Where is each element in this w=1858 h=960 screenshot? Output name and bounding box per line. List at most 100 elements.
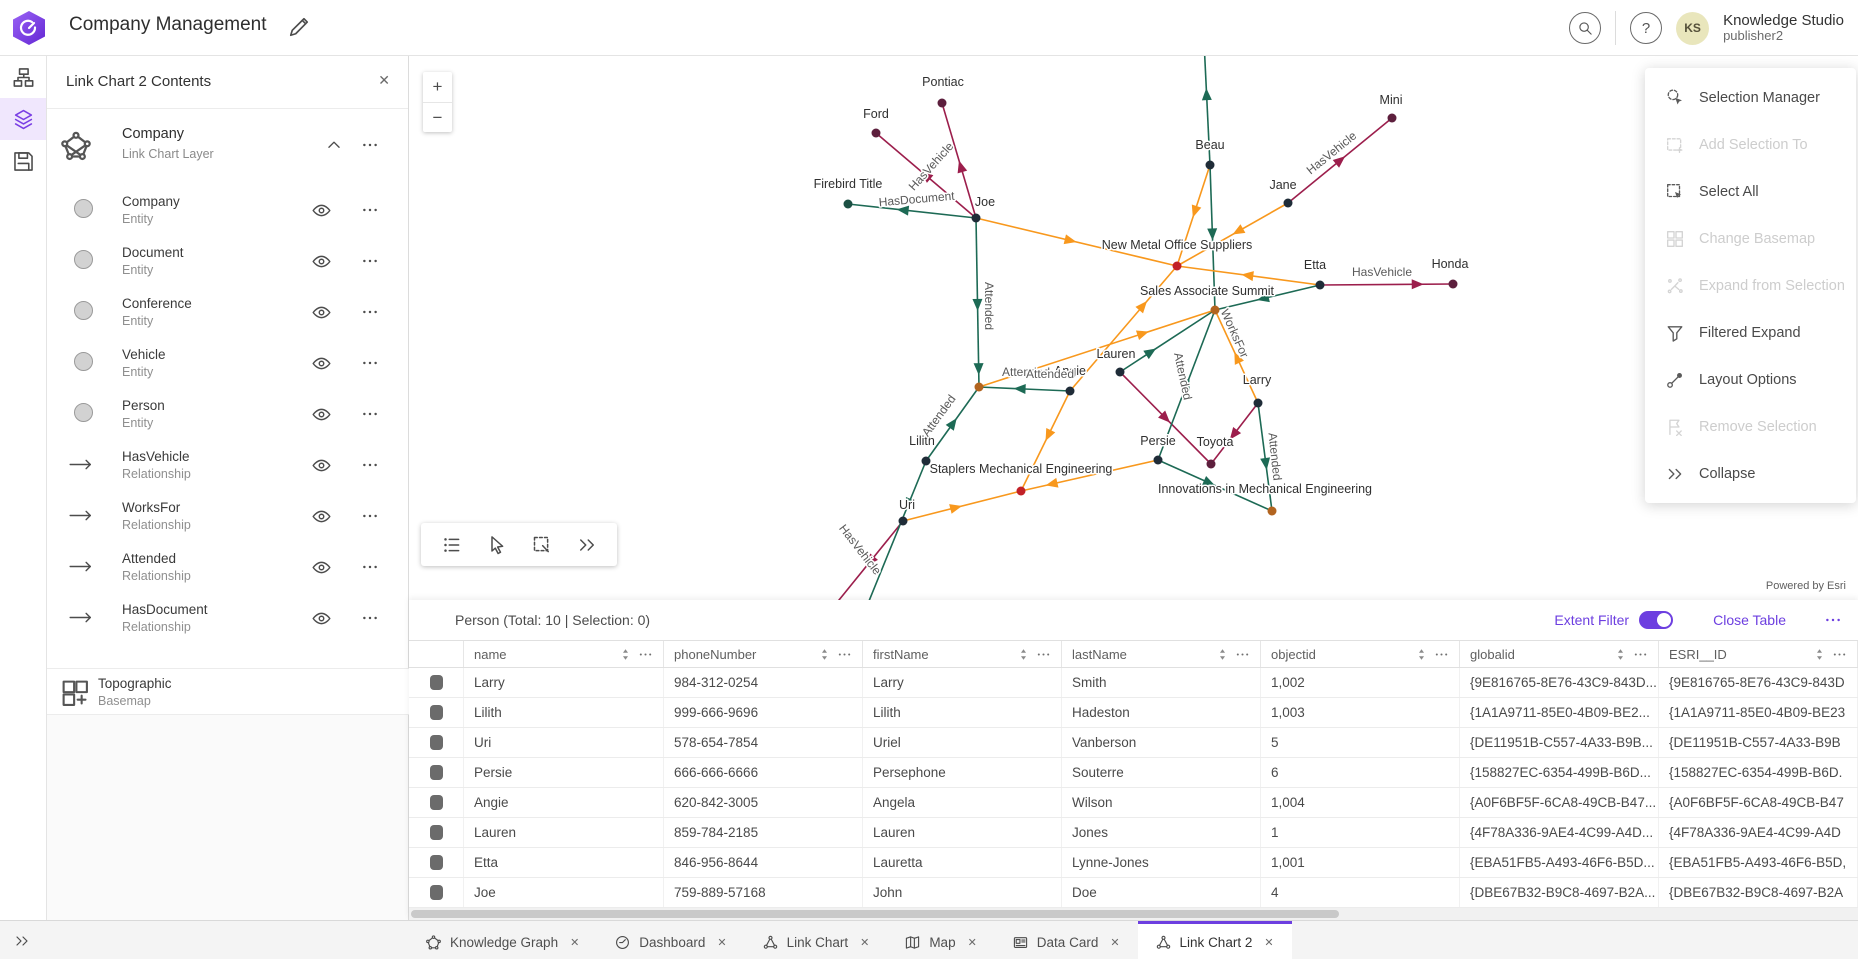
item-options-icon[interactable] [361,252,379,270]
column-menu-icon[interactable] [638,647,653,662]
column-menu-icon[interactable] [1036,647,1051,662]
layer-item-hasvehicle[interactable]: HasVehicle Relationship [47,441,409,492]
item-options-icon[interactable] [361,405,379,423]
rail-item-save[interactable] [0,140,46,182]
tab-map[interactable]: Map ✕ [887,921,994,960]
search-button[interactable] [1569,12,1602,44]
visibility-eye-icon[interactable] [312,303,331,322]
graph-edge[interactable] [1119,309,1216,373]
rail-item-layers[interactable] [0,98,46,140]
visibility-eye-icon[interactable] [312,456,331,475]
sort-icon[interactable] [1616,648,1625,661]
table-row[interactable]: Etta 846-956-8644 Lauretta Lynne-Jones 1,001… [409,848,1858,878]
graph-node-person[interactable] [1115,367,1125,377]
graph-edge[interactable] [847,203,977,219]
column-header-globalid[interactable]: globalid [1460,641,1659,667]
graph-node-conference[interactable] [974,382,984,392]
rail-item-hierarchy[interactable] [0,56,46,98]
cursor-tool-icon[interactable] [487,535,507,555]
graph-node-person[interactable] [898,516,908,526]
layer-options-icon[interactable] [361,136,379,154]
graph-edge[interactable] [1257,402,1273,512]
expand-panel-icon[interactable] [14,933,30,949]
graph-node-person[interactable] [921,456,931,466]
visibility-eye-icon[interactable] [312,252,331,271]
tab-knowledge-graph[interactable]: Knowledge Graph ✕ [408,921,597,960]
graph-edge[interactable] [822,520,904,600]
help-button[interactable]: ? [1630,12,1663,44]
table-row[interactable]: Angie 620-842-3005 Angela Wilson 1,004 {A0F6B… [409,788,1858,818]
column-menu-icon[interactable] [1235,647,1250,662]
item-options-icon[interactable] [361,558,379,576]
close-tab-icon[interactable]: ✕ [860,936,870,949]
graph-edge[interactable] [1020,390,1071,492]
layer-row-company[interactable]: Company Link Chart Layer [47,109,408,183]
table-row[interactable]: Joe 759-889-57168 John Doe 4 {DBE67B32-B9C8-4… [409,878,1858,908]
user-block[interactable]: Knowledge Studio publisher2 [1723,12,1844,44]
menu-item-collapse[interactable]: Collapse [1645,450,1856,497]
close-tab-icon[interactable]: ✕ [967,936,977,949]
graph-node-person[interactable] [1153,455,1163,465]
table-options-icon[interactable] [1824,611,1842,629]
column-menu-icon[interactable] [1434,647,1449,662]
tab-dashboard[interactable]: Dashboard ✕ [597,921,744,960]
row-checkbox[interactable] [429,735,443,750]
sort-icon[interactable] [1417,648,1426,661]
graph-node-company[interactable] [1172,261,1182,271]
close-tab-icon[interactable]: ✕ [717,936,727,949]
menu-item-select-all[interactable]: Select All [1645,168,1856,215]
table-row[interactable]: Lauren 859-784-2185 Lauren Jones 1 {4F78A336-… [409,818,1858,848]
tab-link-chart-2[interactable]: Link Chart 2 ✕ [1137,921,1292,960]
graph-node-document[interactable] [843,199,853,209]
table-row[interactable]: Lilith 999-666-9696 Lilith Hadeston 1,003 {1A… [409,698,1858,728]
sort-icon[interactable] [1218,648,1227,661]
graph-edge[interactable] [1203,56,1211,166]
layer-item-attended[interactable]: Attended Relationship [47,543,409,594]
menu-item-filtered-expand[interactable]: Filtered Expand [1645,309,1856,356]
tab-link-chart[interactable]: Link Chart ✕ [745,921,888,960]
column-header-lastName[interactable]: lastName [1062,641,1261,667]
sort-icon[interactable] [820,648,829,661]
visibility-eye-icon[interactable] [312,354,331,373]
graph-edge[interactable] [941,102,977,219]
column-header-objectid[interactable]: objectid [1261,641,1460,667]
column-header-name[interactable]: name [464,641,664,667]
column-header-firstName[interactable]: firstName [863,641,1062,667]
visibility-eye-icon[interactable] [312,405,331,424]
scrollbar-thumb[interactable] [411,910,1339,918]
graph-node-vehicle[interactable] [937,98,947,108]
graph-node-person[interactable] [1065,386,1075,396]
graph-edge[interactable] [1319,283,1454,286]
table-row[interactable]: Larry 984-312-0254 Larry Smith 1,002 {9E81676… [409,668,1858,698]
close-table-button[interactable]: Close Table [1713,612,1786,628]
layer-item-person[interactable]: Person Entity [47,390,409,441]
graph-node-person[interactable] [1315,280,1325,290]
basemap-row[interactable]: Topographic Basemap [47,668,409,715]
close-tab-icon[interactable]: ✕ [1264,936,1274,949]
layer-item-worksfor[interactable]: WorksFor Relationship [47,492,409,543]
graph-edge[interactable] [1069,265,1178,392]
graph-node-conference[interactable] [1210,305,1220,315]
column-menu-icon[interactable] [1633,647,1648,662]
sort-icon[interactable] [1019,648,1028,661]
sort-icon[interactable] [621,648,630,661]
collapse-tool-icon[interactable] [577,535,597,555]
row-checkbox[interactable] [429,885,443,900]
extent-filter-toggle[interactable] [1639,611,1674,629]
column-header-ESRI__ID[interactable]: ESRI__ID [1659,641,1858,667]
graph-node-person[interactable] [1283,198,1293,208]
link-chart-canvas[interactable]: Pontiac Ford Firebird Title Joe Beau Jane Mini… [409,56,1858,600]
item-options-icon[interactable] [361,303,379,321]
close-panel-icon[interactable]: ✕ [378,72,390,88]
visibility-eye-icon[interactable] [312,558,331,577]
edit-title-icon[interactable] [288,16,310,38]
layer-item-document[interactable]: Document Entity [47,237,409,288]
marquee-tool-icon[interactable] [532,535,552,555]
item-options-icon[interactable] [361,507,379,525]
graph-node-person[interactable] [971,213,981,223]
layer-item-conference[interactable]: Conference Entity [47,288,409,339]
graph-node-conference[interactable] [1267,506,1277,516]
chevron-up-icon[interactable] [325,136,343,154]
graph-node-person[interactable] [1253,398,1263,408]
graph-node-person[interactable] [1205,160,1215,170]
